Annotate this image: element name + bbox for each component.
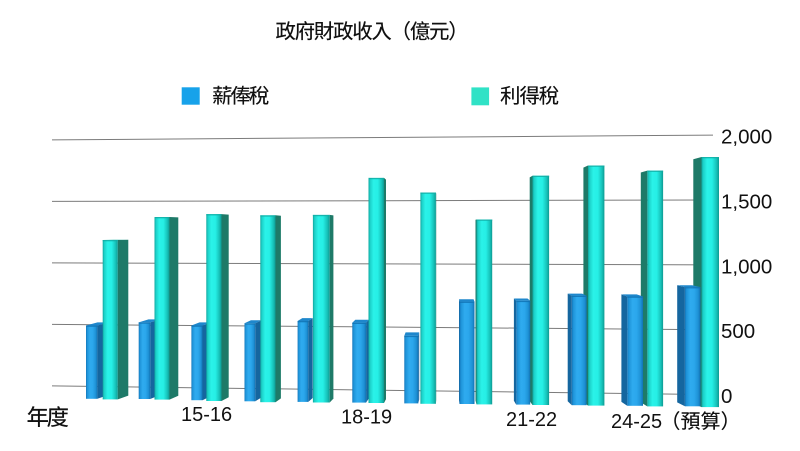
svg-text:1,000: 1,000 [721, 255, 772, 278]
svg-text:1,500: 1,500 [721, 191, 772, 214]
svg-text:24-25: 24-25 [611, 411, 662, 433]
svg-text:0: 0 [721, 385, 732, 408]
svg-text:2,000: 2,000 [721, 126, 772, 149]
svg-text:21-22: 21-22 [506, 409, 557, 431]
svg-text:500: 500 [721, 320, 755, 343]
svg-text:15-16: 15-16 [181, 404, 232, 426]
svg-text:18-19: 18-19 [341, 406, 392, 428]
